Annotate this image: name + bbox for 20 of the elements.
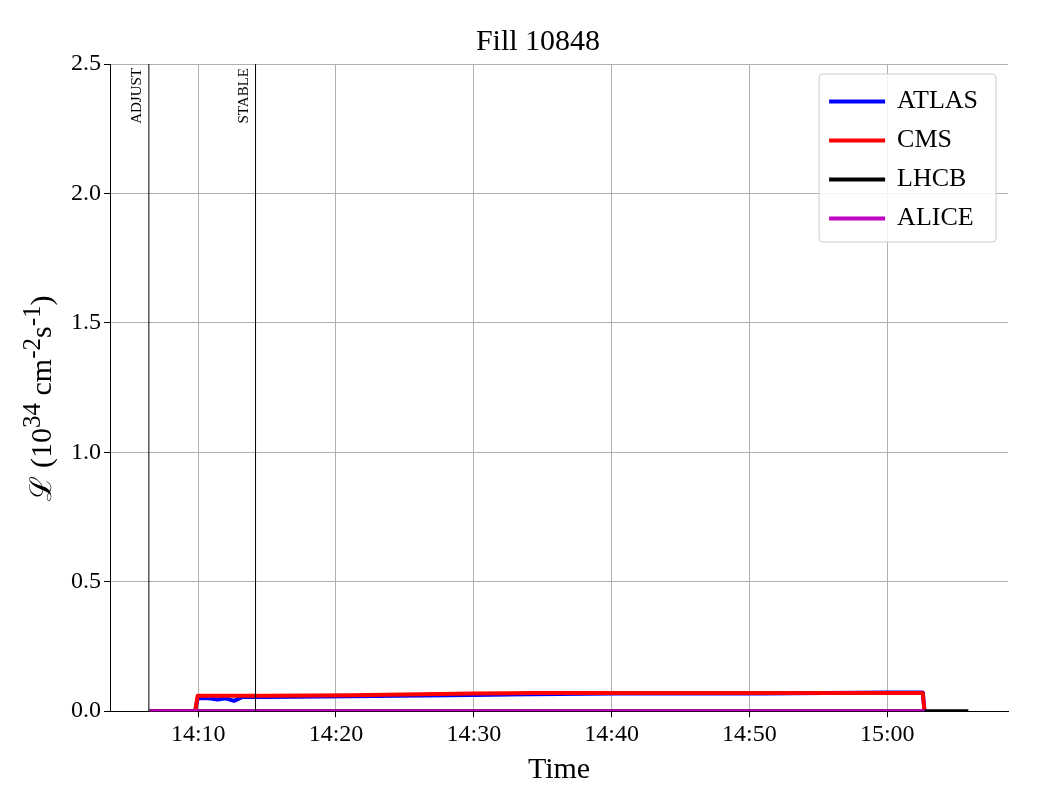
y-tick-label: 1.5 bbox=[71, 308, 101, 335]
ref-line-label: ADJUST bbox=[128, 68, 145, 124]
legend-label: LHCB bbox=[897, 163, 967, 193]
legend-label: ALICE bbox=[897, 202, 974, 232]
x-tick-label: 14:40 bbox=[584, 719, 640, 746]
y-tick-label: 0.0 bbox=[71, 696, 101, 723]
legend-label: CMS bbox=[897, 124, 953, 154]
ref-line-label: STABLE bbox=[234, 68, 251, 124]
x-tick-label: 15:00 bbox=[859, 719, 915, 746]
y-tick-label: 2.5 bbox=[71, 49, 101, 76]
x-tick-label: 14:30 bbox=[446, 719, 502, 746]
y-tick-label: 2.0 bbox=[71, 178, 101, 205]
legend-label: ATLAS bbox=[897, 85, 979, 115]
chart-title: Fill 10848 bbox=[475, 22, 601, 56]
x-axis-title: Time bbox=[527, 750, 591, 784]
x-tick-label: 14:20 bbox=[308, 719, 364, 746]
x-tick-label: 14:10 bbox=[170, 719, 226, 746]
y-tick-label: 1.0 bbox=[71, 437, 101, 464]
x-tick-label: 14:50 bbox=[722, 719, 777, 746]
y-tick-label: 0.5 bbox=[71, 567, 101, 594]
